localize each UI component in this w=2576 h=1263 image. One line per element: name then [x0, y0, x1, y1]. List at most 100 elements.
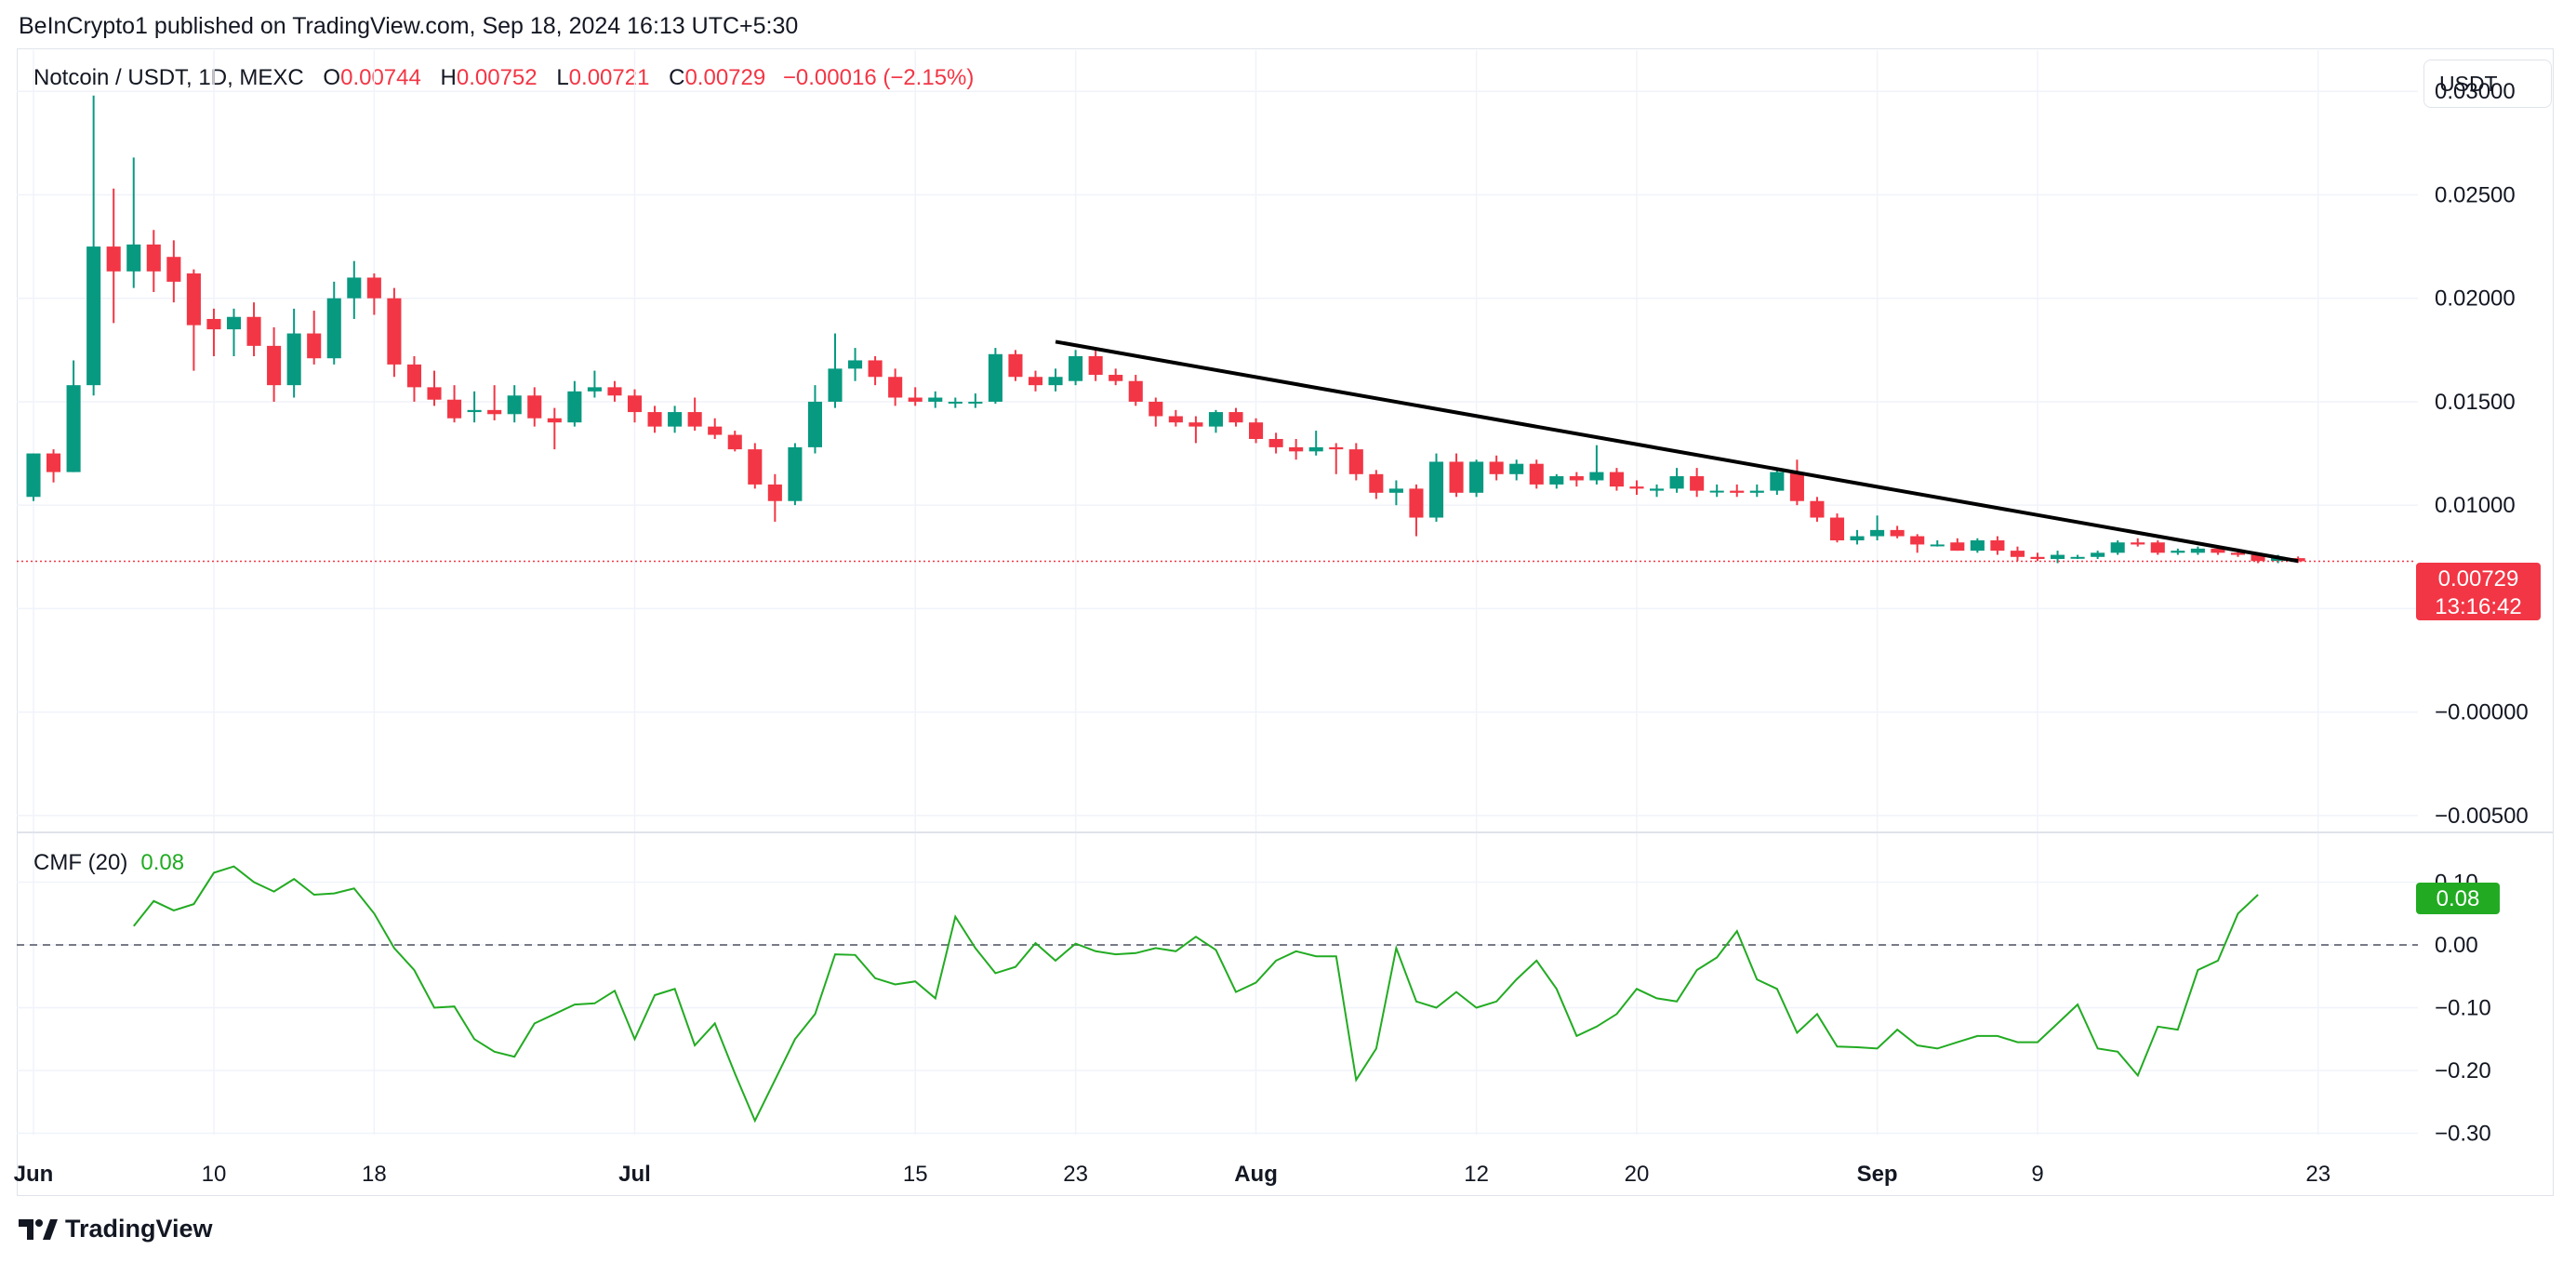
cmf-name[interactable]: CMF (20): [33, 850, 128, 875]
open-key: O: [323, 65, 341, 90]
candle: [66, 360, 81, 472]
candle: [106, 188, 121, 324]
candle: [1149, 397, 1163, 427]
symbol-label[interactable]: Notcoin / USDT, 1D, MEXC: [33, 65, 304, 90]
candle-body: [1168, 416, 1183, 423]
candle-body: [527, 395, 542, 419]
change-value: −0.00016 (−2.15%): [782, 65, 975, 90]
price-axis[interactable]: 0.030000.025000.020000.015000.010000.005…: [2435, 79, 2529, 829]
candle: [807, 385, 822, 454]
candle-body: [406, 364, 421, 388]
chart-frame: [17, 48, 2554, 1196]
close-value: 0.00729: [684, 65, 766, 90]
time-tick-label: Jul: [618, 1162, 651, 1187]
candle-body: [427, 387, 442, 400]
price-tick-label: 0.02500: [2435, 182, 2516, 207]
price-badge: 0.00729 13:16:42: [2416, 563, 2541, 620]
candle-body: [447, 399, 462, 419]
candle: [1690, 468, 1705, 498]
candle: [2051, 551, 2065, 564]
cmf-line: [133, 865, 2259, 1123]
candle: [928, 391, 943, 408]
candle: [1048, 368, 1063, 392]
candle-body: [1489, 461, 1504, 474]
candle: [908, 387, 923, 406]
candle-body: [1048, 377, 1063, 386]
candle-body: [1509, 463, 1524, 474]
tradingview-brand: TradingView: [65, 1215, 213, 1243]
candle: [788, 443, 803, 506]
time-tick-label: 18: [362, 1162, 387, 1187]
candle: [1268, 432, 1283, 454]
candle-body: [467, 409, 482, 413]
candle: [2131, 538, 2145, 547]
candle-body: [106, 246, 121, 272]
price-badge-value: 0.00729: [2438, 566, 2519, 592]
time-tick-label: Jun: [14, 1162, 54, 1187]
candle-body: [2150, 542, 2165, 553]
candle-body: [1910, 536, 1925, 545]
candle: [627, 389, 643, 423]
descending-trendline[interactable]: [1055, 339, 2299, 564]
candle: [567, 380, 582, 427]
candle: [1489, 455, 1504, 481]
candle: [1449, 453, 1464, 498]
candle: [1730, 484, 1745, 498]
candle: [1870, 515, 1885, 540]
candle-body: [46, 453, 61, 472]
candle: [1369, 470, 1384, 499]
candle-body: [587, 387, 602, 392]
candle-body: [246, 316, 261, 346]
candle-body: [2251, 554, 2265, 562]
candle: [206, 308, 221, 357]
candle: [1329, 443, 1344, 474]
price-badge-countdown: 13:16:42: [2435, 594, 2521, 619]
price-legend: Notcoin / USDT, 1D, MEXC O0.00744 H0.007…: [33, 65, 974, 91]
candle: [146, 230, 161, 293]
candle-body: [1149, 401, 1163, 417]
candle: [1409, 484, 1424, 537]
candle: [1669, 468, 1684, 493]
price-tick-label: 0.03000: [2435, 79, 2516, 104]
time-tick-label: 12: [1464, 1162, 1489, 1187]
tradingview-logo[interactable]: TradingView: [19, 1215, 213, 1243]
candle-body: [1268, 438, 1283, 447]
candle-body: [1970, 539, 1985, 552]
time-axis[interactable]: Jun 10 18 Jul 15 23 Aug 12 20 Sep 9 23: [14, 1162, 2330, 1187]
candle-body: [2091, 552, 2105, 557]
candle-body: [1690, 476, 1705, 491]
low-value: 0.00721: [568, 65, 650, 90]
candle-body: [928, 397, 943, 402]
candle: [1990, 536, 2005, 555]
cmf-legend-value: 0.08: [140, 850, 185, 875]
candle-body: [206, 318, 221, 330]
candle-body: [1730, 490, 1745, 493]
candle: [587, 370, 602, 398]
candle-body: [848, 360, 863, 369]
candle: [2070, 554, 2085, 560]
candle: [1168, 409, 1183, 427]
candle: [848, 348, 863, 381]
candle: [1549, 473, 1564, 489]
candle-body: [2030, 556, 2045, 560]
candle: [126, 157, 141, 288]
candle-body: [1388, 488, 1403, 493]
candle-body: [1890, 529, 1905, 537]
candle: [2150, 539, 2165, 555]
candle: [1289, 438, 1304, 460]
publisher-caption: BeInCrypto1 published on TradingView.com…: [19, 13, 799, 39]
candle-body: [1069, 356, 1083, 381]
candle: [1529, 459, 1544, 489]
currency-button[interactable]: USDT: [2423, 60, 2552, 108]
low-key: L: [556, 65, 569, 90]
candle-body: [2051, 554, 2065, 560]
candle: [647, 405, 662, 433]
candle-body: [1589, 472, 1604, 481]
cmf-badge-bg: [2416, 883, 2500, 914]
candle: [406, 356, 421, 402]
candle-body: [1810, 500, 1825, 518]
candle: [607, 380, 622, 402]
candle: [1789, 459, 1804, 506]
candle: [1749, 484, 1764, 498]
